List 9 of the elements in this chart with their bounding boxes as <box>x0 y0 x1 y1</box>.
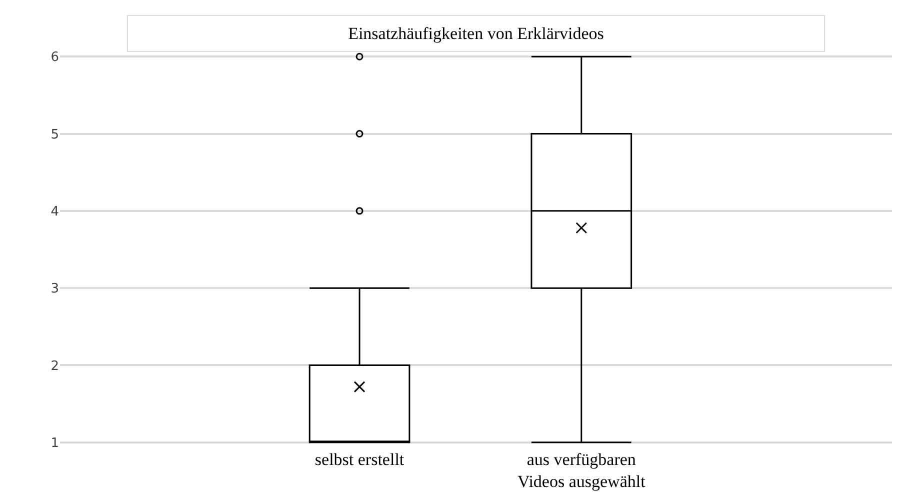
y-tick-label: 6 <box>50 50 59 66</box>
y-tick-label: 5 <box>50 127 59 142</box>
y-tick-label: 2 <box>50 358 59 374</box>
chart-title: Einsatzhäufigkeiten von Erklärvideos <box>348 24 604 43</box>
y-tick-label: 1 <box>50 436 59 451</box>
y-tick-label: 4 <box>50 204 59 220</box>
x-tick-label: selbst erstellt <box>314 450 404 469</box>
y-tick-label: 3 <box>50 282 59 297</box>
x-tick-label: aus verfügbaren Videos ausgewählt <box>517 450 646 492</box>
